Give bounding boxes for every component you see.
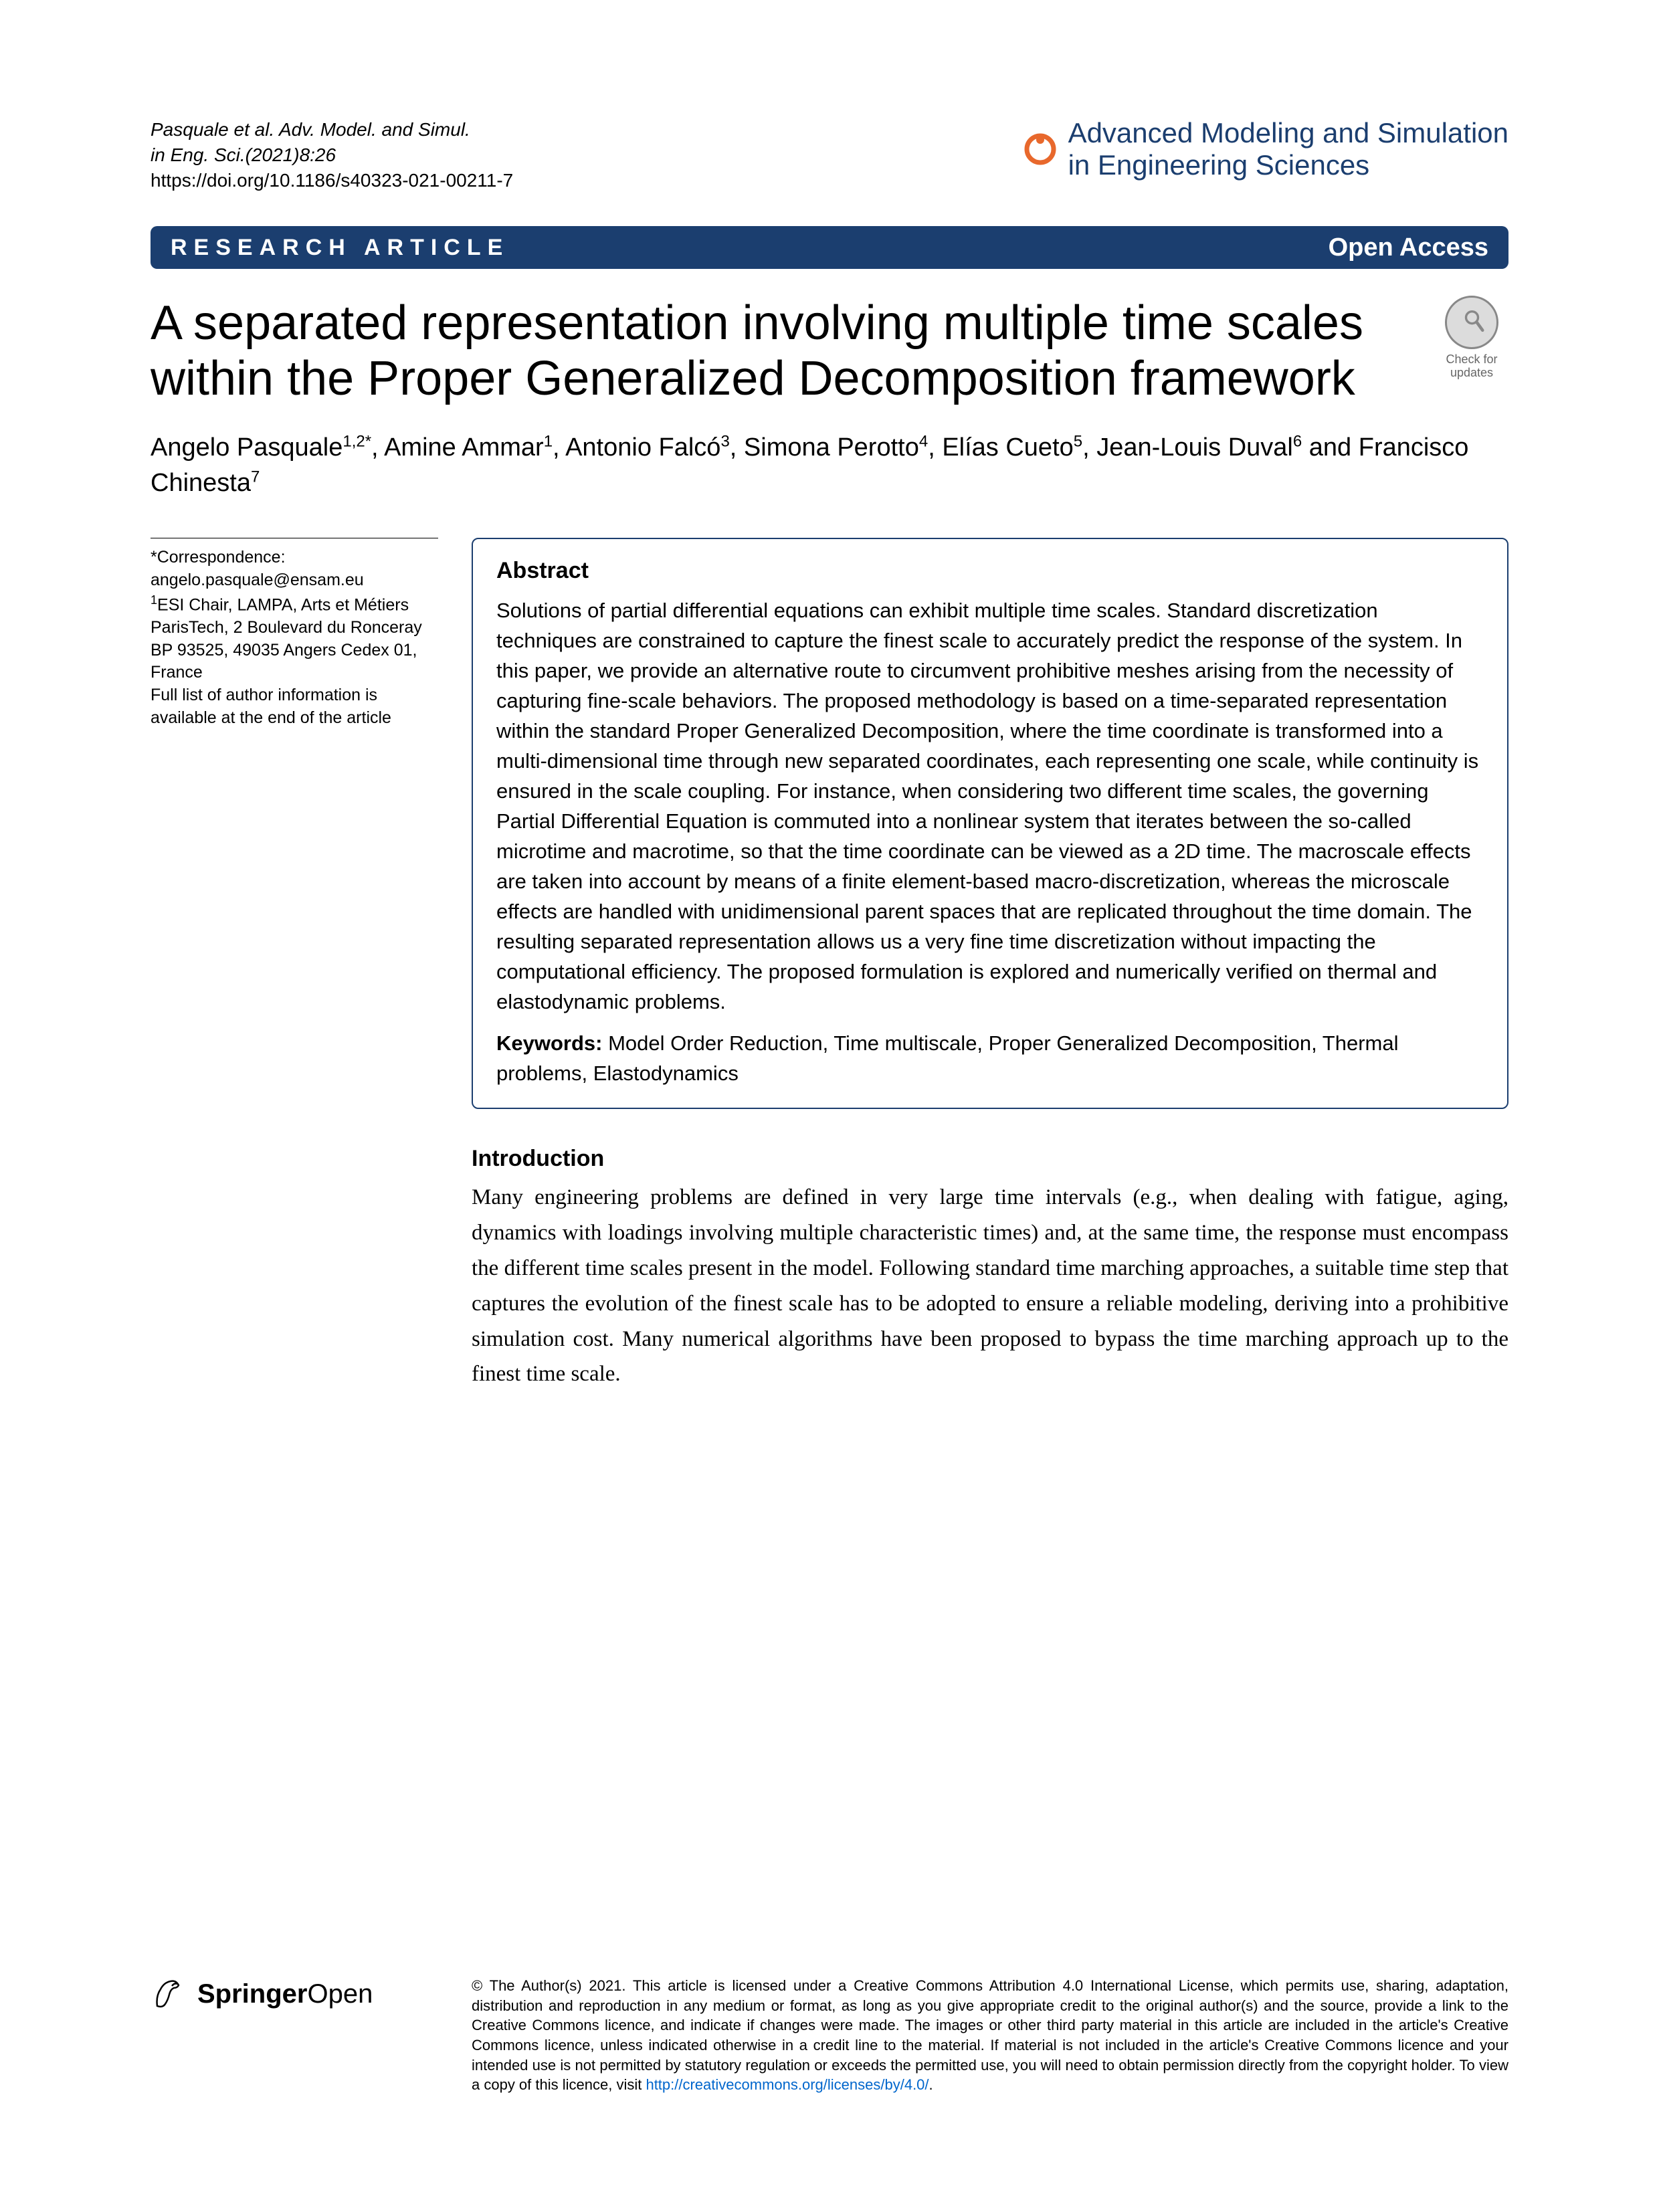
- crossmark-icon: [1445, 296, 1498, 349]
- category-label: RESEARCH ARTICLE: [171, 235, 509, 261]
- check-updates-button[interactable]: Check for updates: [1435, 296, 1508, 380]
- citation-line2: in Eng. Sci.(2021)8:26: [151, 142, 513, 168]
- main-column: Abstract Solutions of partial differenti…: [472, 538, 1508, 1392]
- keywords-text: Model Order Reduction, Time multiscale, …: [496, 1031, 1399, 1085]
- license-body: © The Author(s) 2021. This article is li…: [472, 1977, 1508, 2093]
- authors: Angelo Pasquale1,2*, Amine Ammar1, Anton…: [151, 430, 1508, 501]
- citation-block: Pasquale et al. Adv. Model. and Simul. i…: [151, 117, 513, 193]
- springer-logo: SpringerOpen: [151, 1976, 438, 2013]
- intro-heading: Introduction: [472, 1146, 1508, 1172]
- license-text: © The Author(s) 2021. This article is li…: [472, 1976, 1508, 2095]
- license-end: .: [929, 2076, 933, 2093]
- journal-block: Advanced Modeling and Simulation in Engi…: [1024, 117, 1508, 182]
- keywords-line: Keywords: Model Order Reduction, Time mu…: [496, 1029, 1484, 1089]
- abstract-heading: Abstract: [496, 558, 1484, 584]
- doi-link[interactable]: https://doi.org/10.1186/s40323-021-00211…: [151, 168, 513, 193]
- correspondence-email[interactable]: angelo.pasquale@ensam.eu: [151, 569, 438, 592]
- citation-line1: Pasquale et al. Adv. Model. and Simul.: [151, 117, 513, 142]
- title-row: A separated representation involving mul…: [151, 296, 1508, 407]
- journal-line2: in Engineering Sciences: [1068, 149, 1508, 181]
- open-access-label: Open Access: [1329, 233, 1488, 262]
- keywords-label: Keywords:: [496, 1031, 602, 1055]
- journal-line1: Advanced Modeling and Simulation: [1068, 117, 1508, 149]
- springer-horse-icon: [151, 1976, 187, 2013]
- correspondence-affil: 1ESI Chair, LAMPA, Arts et Métiers Paris…: [151, 592, 438, 684]
- springer-bold: Springer: [197, 1979, 307, 2009]
- two-column-layout: *Correspondence: angelo.pasquale@ensam.e…: [151, 538, 1508, 1392]
- check-updates-line2: updates: [1435, 367, 1508, 380]
- paper-title: A separated representation involving mul…: [151, 296, 1415, 407]
- correspondence-label: *Correspondence:: [151, 546, 438, 569]
- correspondence-column: *Correspondence: angelo.pasquale@ensam.e…: [151, 538, 438, 1392]
- springer-text: SpringerOpen: [197, 1979, 373, 2009]
- check-updates-line1: Check for: [1435, 353, 1508, 367]
- header-row: Pasquale et al. Adv. Model. and Simul. i…: [151, 117, 1508, 193]
- springer-light: Open: [307, 1979, 373, 2009]
- correspondence-note: Full list of author information is avail…: [151, 684, 438, 730]
- abstract-text: Solutions of partial differential equati…: [496, 596, 1484, 1017]
- journal-name: Advanced Modeling and Simulation in Engi…: [1068, 117, 1508, 182]
- category-bar: RESEARCH ARTICLE Open Access: [151, 226, 1508, 269]
- license-link[interactable]: http://creativecommons.org/licenses/by/4…: [646, 2076, 929, 2093]
- abstract-box: Abstract Solutions of partial differenti…: [472, 538, 1508, 1109]
- footer-row: SpringerOpen © The Author(s) 2021. This …: [151, 1976, 1508, 2095]
- journal-icon: [1024, 133, 1056, 165]
- intro-text: Many engineering problems are defined in…: [472, 1180, 1508, 1392]
